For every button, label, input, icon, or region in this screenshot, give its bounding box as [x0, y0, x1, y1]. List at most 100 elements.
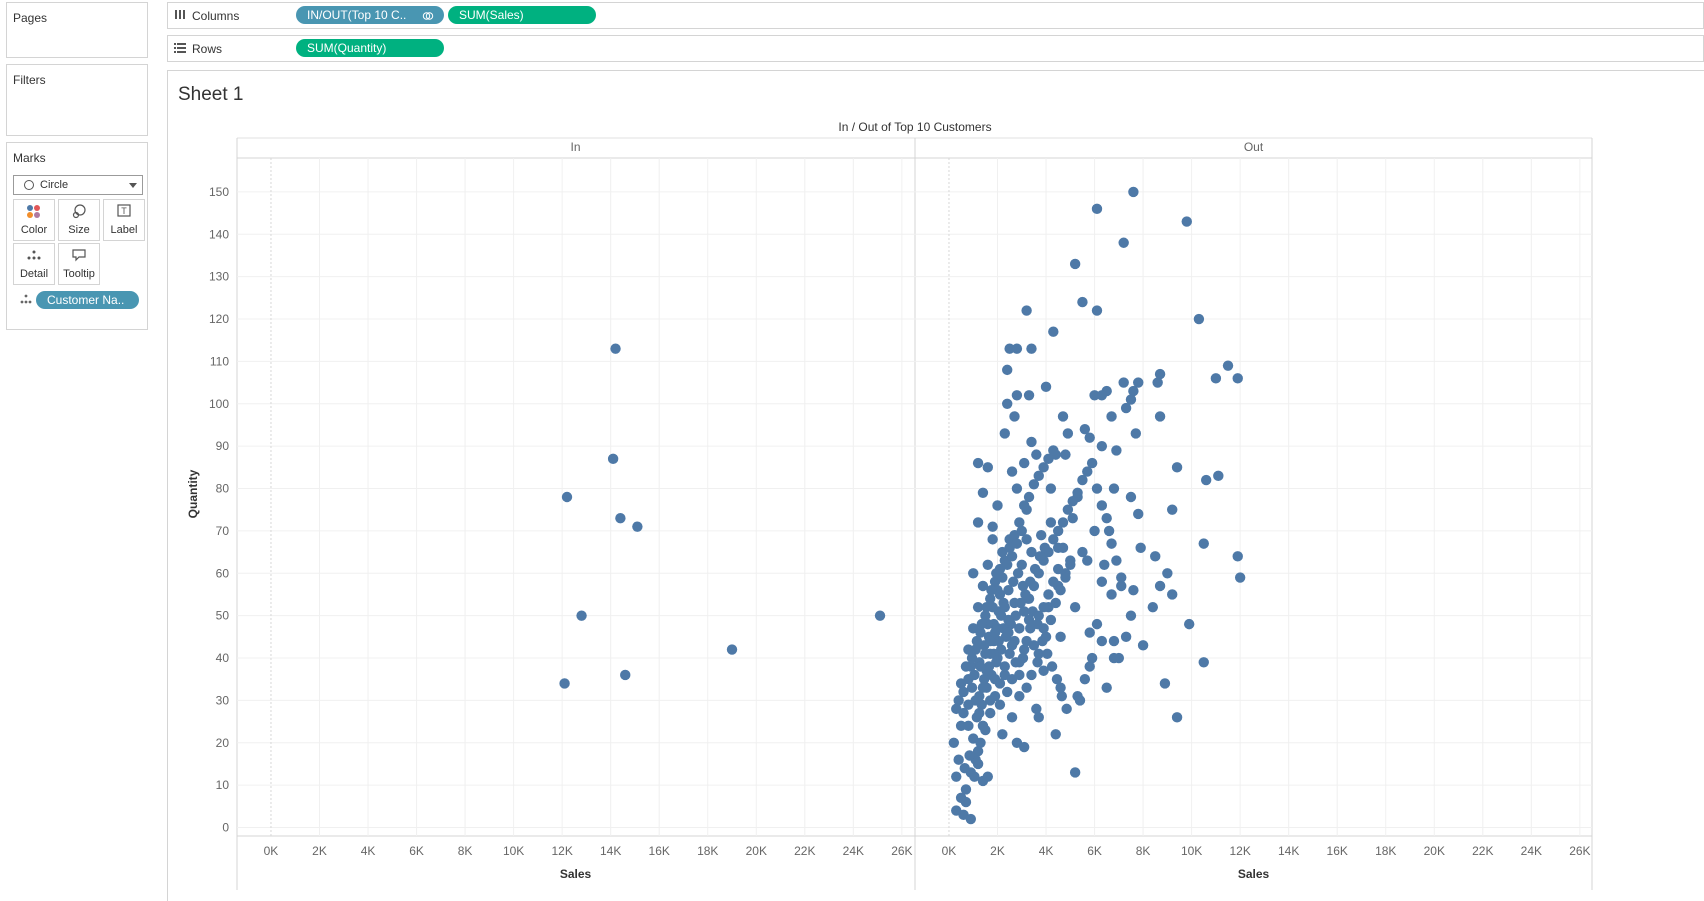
scatter-point[interactable]	[959, 763, 970, 774]
scatter-point[interactable]	[977, 775, 989, 787]
scatter-point[interactable]	[1002, 559, 1013, 570]
scatter-point[interactable]	[1082, 555, 1093, 566]
mark-type-dropdown[interactable]: Circle	[13, 175, 143, 195]
tooltip-button[interactable]: Tooltip	[58, 243, 100, 285]
scatter-point[interactable]	[1014, 623, 1025, 634]
scatter-point[interactable]	[1171, 462, 1183, 473]
scatter-point[interactable]	[953, 754, 964, 765]
scatter-point[interactable]	[1091, 483, 1103, 494]
scatter-point[interactable]	[1130, 428, 1142, 439]
scatter-point[interactable]	[1043, 453, 1054, 465]
scatter-point[interactable]	[1018, 644, 1030, 655]
scatter-point[interactable]	[1033, 610, 1044, 621]
scatter-point[interactable]	[1154, 411, 1166, 422]
scatter-point[interactable]	[607, 453, 619, 465]
scatter-point[interactable]	[955, 678, 967, 689]
scatter-point[interactable]	[1069, 601, 1081, 613]
scatter-point[interactable]	[1061, 703, 1072, 715]
scatter-point[interactable]	[976, 618, 987, 630]
scatter-point[interactable]	[1021, 534, 1032, 545]
scatter-point[interactable]	[1023, 491, 1035, 503]
scatter-point[interactable]	[1116, 580, 1127, 592]
scatter-point[interactable]	[1150, 551, 1161, 562]
scatter-point[interactable]	[1034, 551, 1046, 562]
scatter-point[interactable]	[1021, 682, 1032, 693]
scatter-point[interactable]	[1118, 237, 1129, 248]
scatter-point[interactable]	[1096, 440, 1108, 452]
scatter-point[interactable]	[985, 593, 996, 604]
scatter-point[interactable]	[1091, 203, 1103, 215]
scatter-point[interactable]	[1222, 360, 1234, 371]
pages-panel[interactable]: Pages	[6, 2, 148, 58]
scatter-point[interactable]	[1067, 512, 1078, 524]
scatter-point[interactable]	[955, 720, 967, 732]
scatter-point[interactable]	[1125, 491, 1137, 503]
color-button[interactable]: Color	[13, 199, 55, 241]
scatter-point[interactable]	[1029, 563, 1041, 575]
scatter-point[interactable]	[1045, 517, 1057, 528]
scatter-point[interactable]	[1096, 500, 1108, 511]
scatter-point[interactable]	[1120, 631, 1132, 643]
scatter-point[interactable]	[1060, 572, 1071, 583]
scatter-point[interactable]	[1006, 712, 1018, 723]
scatter-point[interactable]	[1026, 546, 1037, 558]
scatter-point[interactable]	[1082, 466, 1093, 477]
scatter-point[interactable]	[1018, 606, 1030, 617]
scatter-point[interactable]	[1069, 767, 1081, 778]
scatter-point[interactable]	[561, 491, 573, 503]
scatter-point[interactable]	[972, 517, 984, 528]
scatter-point[interactable]	[966, 652, 978, 664]
scatter-point[interactable]	[1026, 343, 1037, 354]
scatter-point[interactable]	[1118, 377, 1129, 388]
scatter-point[interactable]	[982, 559, 993, 570]
scatter-point[interactable]	[986, 585, 997, 596]
scatter-point[interactable]	[1004, 648, 1015, 659]
scatter-point[interactable]	[985, 635, 996, 647]
scatter-point[interactable]	[1038, 462, 1049, 473]
scatter-point[interactable]	[1162, 568, 1173, 579]
scatter-point[interactable]	[970, 695, 981, 706]
scatter-point[interactable]	[1135, 542, 1146, 554]
scatter-point[interactable]	[874, 610, 886, 621]
scatter-point[interactable]	[1026, 436, 1037, 448]
scatter-point[interactable]	[1234, 572, 1246, 583]
scatter-point[interactable]	[972, 601, 984, 613]
scatter-point[interactable]	[1048, 576, 1059, 587]
scatter-point[interactable]	[1002, 398, 1013, 409]
scatter-point[interactable]	[970, 644, 981, 655]
scatter-point[interactable]	[1096, 576, 1108, 587]
scatter-point[interactable]	[972, 746, 984, 757]
scatter-point[interactable]	[1101, 682, 1112, 693]
scatter-point[interactable]	[989, 690, 1001, 702]
scatter-point[interactable]	[1154, 580, 1166, 592]
scatter-point[interactable]	[615, 512, 626, 524]
scatter-point[interactable]	[1213, 470, 1224, 482]
scatter-point[interactable]	[985, 707, 996, 719]
scatter-point[interactable]	[1101, 512, 1112, 524]
scatter-point[interactable]	[1091, 305, 1103, 316]
scatter-point[interactable]	[978, 674, 990, 685]
scatter-point[interactable]	[948, 737, 960, 748]
scatter-point[interactable]	[1089, 390, 1100, 401]
scatter-point[interactable]	[955, 792, 967, 804]
scatter-point[interactable]	[968, 623, 979, 634]
scatter-point[interactable]	[994, 699, 1006, 710]
scatter-point[interactable]	[1020, 589, 1031, 600]
scatter-point[interactable]	[1159, 678, 1171, 689]
scatter-point[interactable]	[1014, 657, 1025, 668]
scatter-point[interactable]	[1016, 559, 1027, 570]
scatter-point[interactable]	[980, 724, 991, 736]
scatter-point[interactable]	[1198, 538, 1209, 549]
scatter-point[interactable]	[1062, 428, 1074, 439]
detail-button[interactable]: Detail	[13, 243, 55, 285]
scatter-point[interactable]	[968, 568, 979, 579]
scatter-point[interactable]	[965, 813, 977, 825]
scatter-point[interactable]	[999, 661, 1010, 672]
scatter-point[interactable]	[1003, 627, 1014, 638]
scatter-point[interactable]	[1052, 563, 1064, 575]
scatter-point[interactable]	[1183, 618, 1195, 630]
scatter-point[interactable]	[1106, 538, 1117, 549]
scatter-point[interactable]	[1012, 568, 1024, 579]
scatter-point[interactable]	[1006, 640, 1018, 651]
scatter-point[interactable]	[1108, 483, 1120, 494]
